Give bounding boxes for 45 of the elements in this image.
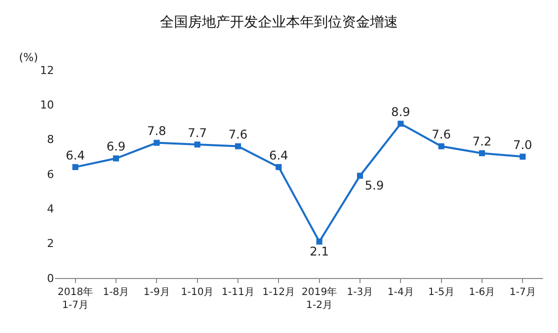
x-tick-label: 1-3月 bbox=[346, 287, 374, 298]
data-label: 6.4 bbox=[269, 148, 288, 162]
y-axis-title: (%) bbox=[19, 51, 38, 64]
point bbox=[357, 172, 363, 179]
x-tick-label: 1-7月 bbox=[510, 287, 536, 298]
data-label: 6.4 bbox=[66, 148, 85, 162]
x-tick-label: 2018年 1-7月 bbox=[58, 286, 94, 311]
point bbox=[194, 142, 200, 148]
point bbox=[398, 120, 404, 127]
point bbox=[438, 143, 444, 150]
point bbox=[316, 238, 322, 245]
x-tick-label: 1-10月 bbox=[180, 287, 214, 298]
data-label: 7.2 bbox=[472, 134, 492, 148]
data-label: 7.0 bbox=[513, 138, 532, 152]
data-label: 7.7 bbox=[188, 126, 207, 140]
x-tick-label: 1-6月 bbox=[468, 287, 496, 298]
data-label: 5.9 bbox=[364, 178, 384, 192]
y-tick-label: 2 bbox=[47, 237, 54, 250]
chart-title: 全国房地产开发企业本年到位资金增速 bbox=[160, 14, 398, 30]
point bbox=[72, 164, 78, 170]
data-label: 8.9 bbox=[391, 104, 410, 119]
data-label: 6.9 bbox=[106, 140, 126, 154]
x-tick-label: 1-4月 bbox=[388, 287, 414, 298]
point bbox=[276, 164, 282, 170]
data-label: 7.6 bbox=[228, 128, 248, 142]
y-tick-label: 0 bbox=[47, 272, 54, 285]
point bbox=[520, 154, 526, 160]
point bbox=[479, 150, 485, 156]
y-tick-label: 4 bbox=[47, 202, 54, 216]
y-tick-label: 6 bbox=[47, 168, 54, 181]
y-tick-label: 12 bbox=[40, 64, 54, 77]
point bbox=[113, 155, 119, 162]
data-label: 7.6 bbox=[432, 128, 451, 142]
point bbox=[235, 143, 241, 150]
x-tick-label: 1-8月 bbox=[102, 287, 130, 298]
point bbox=[154, 140, 160, 146]
x-tick-label: 1-5月 bbox=[428, 287, 454, 298]
y-tick-label: 8 bbox=[47, 133, 54, 146]
x-tick-label: 2019年 1-2月 bbox=[302, 286, 338, 311]
x-tick-label: 1-11月 bbox=[222, 287, 254, 298]
data-label: 2.1 bbox=[310, 244, 329, 258]
y-tick-label: 10 bbox=[40, 98, 54, 112]
x-tick-label: 1-12月 bbox=[262, 287, 296, 298]
x-tick-label: 1-9月 bbox=[144, 287, 170, 298]
data-label: 7.8 bbox=[147, 124, 166, 138]
